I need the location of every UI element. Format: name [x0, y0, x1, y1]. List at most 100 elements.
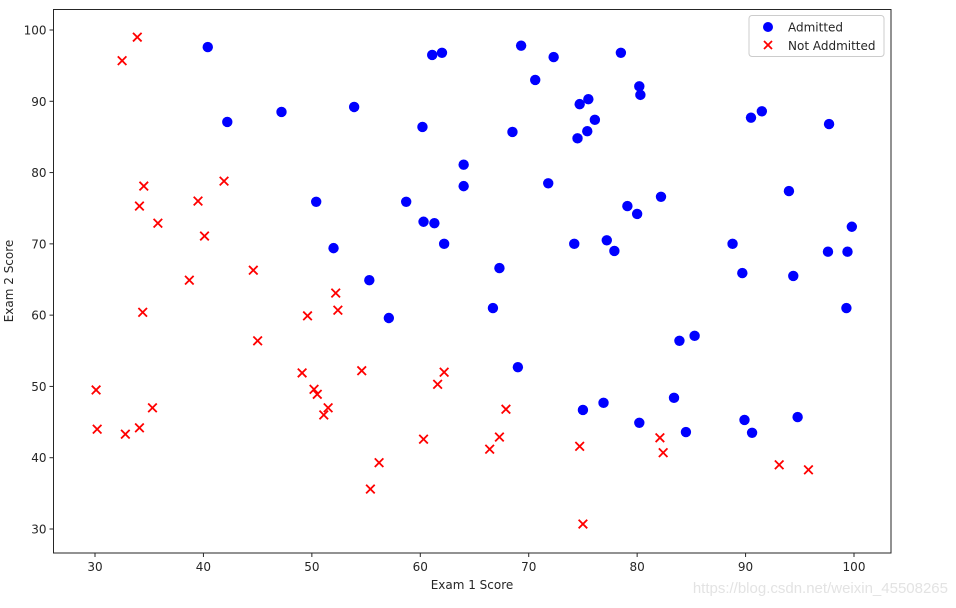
admitted-point	[458, 180, 469, 192]
admitted-point	[418, 216, 429, 227]
not-admitted-point	[184, 275, 195, 286]
x-tick-label: 100	[843, 560, 866, 574]
admitted-point	[668, 392, 680, 404]
red-x-marker-icon	[763, 40, 773, 50]
admitted-point	[364, 275, 375, 286]
admitted-point	[745, 112, 757, 123]
not-admitted-point	[147, 402, 158, 413]
not-admitted-point	[219, 176, 229, 187]
admitted-point	[436, 47, 448, 59]
admitted-point	[572, 133, 583, 144]
admitted-point	[727, 238, 738, 250]
x-tick-label: 70	[521, 560, 536, 574]
admitted-point	[635, 89, 646, 101]
y-axis-label: Exam 2 Score	[2, 240, 16, 323]
not-admitted-point	[309, 384, 319, 395]
not-admitted-point	[318, 410, 329, 420]
admitted-point	[631, 208, 643, 220]
not-admitted-point	[356, 365, 367, 376]
admitted-point	[515, 40, 527, 51]
not-admitted-point	[432, 379, 443, 390]
admitted-point	[530, 74, 541, 86]
admitted-point	[512, 361, 524, 373]
admitted-point	[569, 238, 580, 250]
admitted-point	[543, 178, 554, 189]
not-admitted-point	[117, 55, 128, 66]
not-admitted-point	[501, 404, 511, 415]
not-admitted-point	[138, 181, 149, 192]
y-tick-label: 80	[31, 166, 46, 180]
not-admitted-point	[137, 307, 148, 318]
admitted-point	[400, 196, 412, 207]
admitted-point	[494, 262, 505, 274]
not-admitted-point	[418, 434, 429, 445]
admitted-point	[634, 417, 645, 428]
admitted-point	[746, 427, 758, 438]
not-admitted-point	[134, 201, 145, 212]
not-admitted-point	[312, 389, 323, 400]
admitted-point	[574, 98, 585, 110]
x-axis-label: Exam 1 Score	[431, 578, 514, 592]
admitted-points	[202, 40, 858, 438]
not-admitted-point	[774, 459, 785, 470]
y-tick-label: 70	[31, 237, 46, 251]
not-admitted-point	[248, 265, 259, 276]
admitted-point	[841, 302, 852, 314]
not-admitted-point	[134, 422, 145, 433]
admitted-point	[202, 41, 213, 53]
admitted-point	[328, 242, 339, 254]
not-admitted-point	[92, 424, 103, 435]
watermark-text: https://blog.csdn.net/weixin_45508265	[692, 580, 948, 597]
y-tick-label: 40	[31, 451, 46, 465]
x-axis-ticks: 30 40 50 60 70 80 90 100	[87, 553, 865, 574]
legend: Admitted Not Addmitted	[748, 15, 885, 57]
not-admitted-point	[199, 231, 210, 241]
not-admitted-points	[91, 32, 814, 529]
not-admitted-point	[193, 196, 203, 207]
admitted-point	[674, 335, 685, 347]
not-admitted-point	[803, 464, 814, 475]
admitted-point	[348, 101, 360, 113]
not-admitted-point	[120, 429, 131, 440]
admitted-point	[788, 270, 799, 282]
y-tick-label: 30	[31, 523, 46, 537]
not-admitted-point	[658, 447, 669, 458]
legend-box	[748, 15, 885, 57]
admitted-point	[634, 81, 645, 92]
not-admitted-point	[132, 32, 143, 43]
not-admitted-point	[330, 288, 341, 298]
not-admitted-point	[374, 457, 385, 468]
admitted-point	[438, 238, 450, 250]
admitted-point	[737, 267, 748, 279]
admitted-point	[655, 191, 667, 203]
x-tick-label: 40	[196, 560, 211, 574]
admitted-point	[583, 93, 594, 105]
admitted-point	[589, 114, 601, 126]
admitted-point	[310, 196, 322, 207]
admitted-point	[507, 126, 518, 138]
admitted-point	[823, 118, 835, 130]
admitted-point	[598, 397, 609, 409]
admitted-point	[842, 246, 853, 257]
y-tick-label: 60	[31, 309, 46, 323]
admitted-point	[846, 221, 858, 232]
not-admitted-point	[302, 310, 313, 321]
admitted-point	[756, 106, 768, 117]
not-admitted-point	[152, 218, 163, 229]
admitted-point	[609, 245, 620, 257]
admitted-point	[429, 217, 440, 229]
admitted-point	[582, 126, 593, 137]
not-admitted-point	[323, 402, 334, 413]
y-tick-label: 100	[24, 24, 47, 38]
admitted-point	[383, 312, 395, 324]
admitted-point	[276, 106, 287, 118]
legend-label-not-admitted: Not Addmitted	[788, 39, 876, 53]
x-tick-label: 30	[87, 560, 102, 574]
not-admitted-point	[654, 432, 665, 443]
admitted-point	[783, 185, 795, 197]
admitted-point	[222, 116, 233, 128]
admitted-point	[680, 426, 692, 438]
admitted-point	[458, 159, 469, 170]
admitted-point	[417, 121, 428, 133]
plot-area	[53, 9, 892, 554]
